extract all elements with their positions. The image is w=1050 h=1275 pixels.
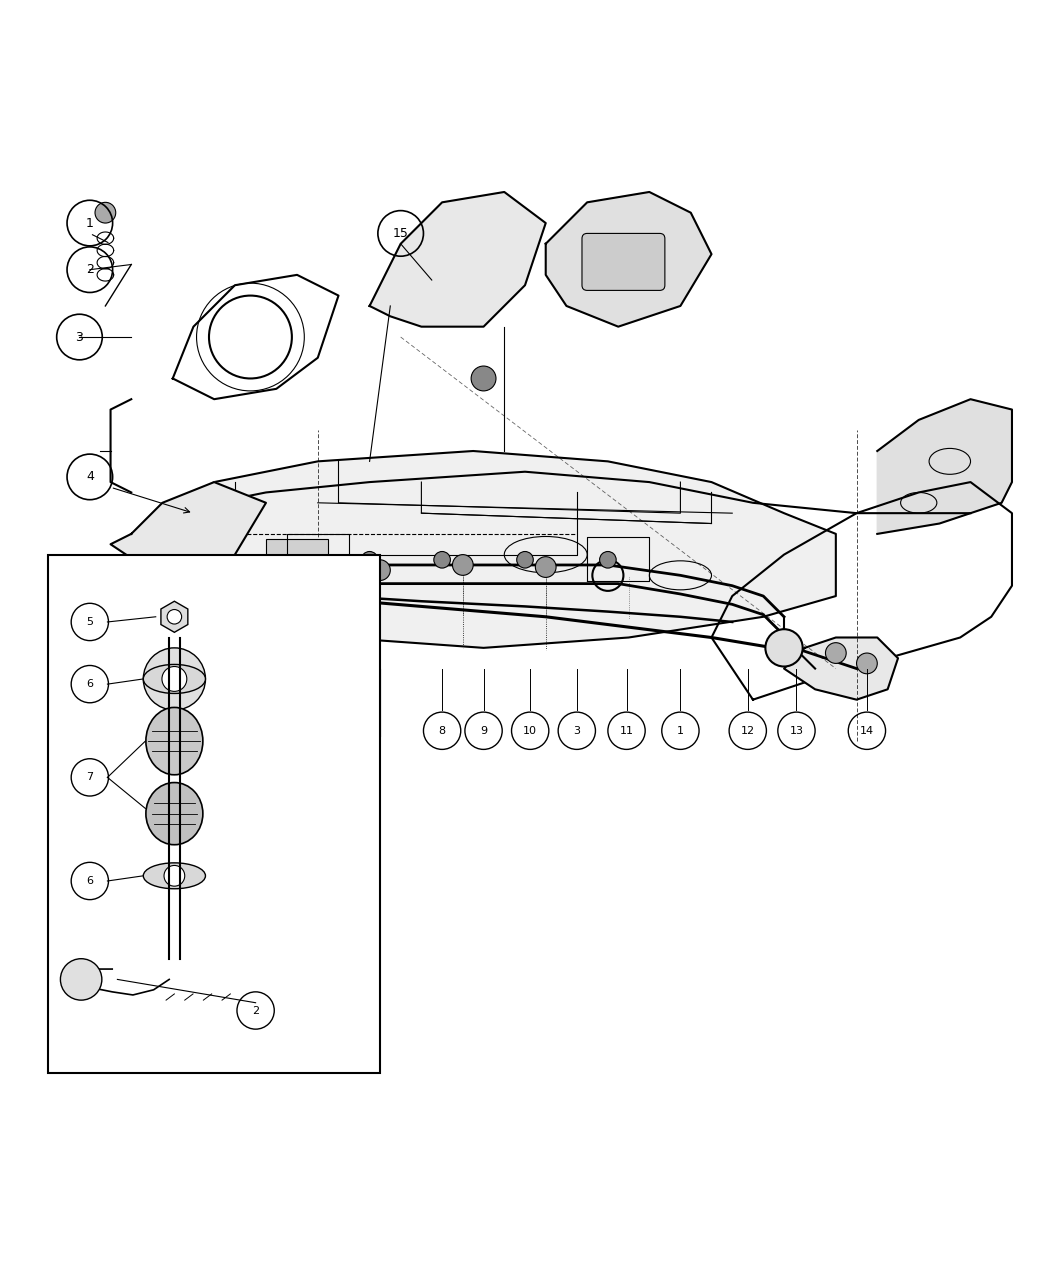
Circle shape <box>825 643 846 663</box>
Circle shape <box>453 555 474 575</box>
Polygon shape <box>878 399 1012 534</box>
Text: 2: 2 <box>86 263 93 277</box>
Text: 7: 7 <box>86 773 93 783</box>
Ellipse shape <box>146 708 203 775</box>
Circle shape <box>536 557 556 578</box>
Polygon shape <box>370 193 546 326</box>
Text: 1: 1 <box>86 217 93 230</box>
Circle shape <box>517 552 533 569</box>
Bar <box>266 539 329 580</box>
Polygon shape <box>546 193 712 326</box>
Text: 14: 14 <box>860 725 874 736</box>
Bar <box>48 555 380 1072</box>
Text: 3: 3 <box>76 330 83 343</box>
Text: 2: 2 <box>252 1006 259 1015</box>
Circle shape <box>857 653 878 673</box>
Circle shape <box>600 552 616 569</box>
Circle shape <box>471 366 496 391</box>
Polygon shape <box>172 275 338 399</box>
Circle shape <box>167 609 182 623</box>
Circle shape <box>434 552 450 569</box>
Circle shape <box>185 578 223 615</box>
Text: 15: 15 <box>393 227 408 240</box>
Text: 12: 12 <box>740 725 755 736</box>
Circle shape <box>164 866 185 886</box>
Ellipse shape <box>143 664 206 694</box>
Text: 11: 11 <box>620 725 633 736</box>
Text: 13: 13 <box>790 725 803 736</box>
Text: 10: 10 <box>523 725 538 736</box>
Text: 1: 1 <box>677 725 684 736</box>
Circle shape <box>370 560 391 580</box>
Text: 6: 6 <box>86 876 93 886</box>
Circle shape <box>361 552 378 569</box>
Circle shape <box>61 959 102 1000</box>
Circle shape <box>765 629 802 667</box>
Ellipse shape <box>143 863 206 889</box>
Text: 5: 5 <box>86 617 93 627</box>
Text: 8: 8 <box>439 725 445 736</box>
Polygon shape <box>161 602 188 632</box>
Polygon shape <box>110 482 266 575</box>
Text: 9: 9 <box>480 725 487 736</box>
Circle shape <box>162 667 187 691</box>
Text: 6: 6 <box>86 680 93 688</box>
Text: 4: 4 <box>86 470 93 483</box>
FancyBboxPatch shape <box>582 233 665 291</box>
Circle shape <box>143 648 206 710</box>
Polygon shape <box>142 451 836 648</box>
Text: 3: 3 <box>573 725 581 736</box>
Circle shape <box>94 203 116 223</box>
Ellipse shape <box>146 783 203 845</box>
Polygon shape <box>784 638 898 700</box>
